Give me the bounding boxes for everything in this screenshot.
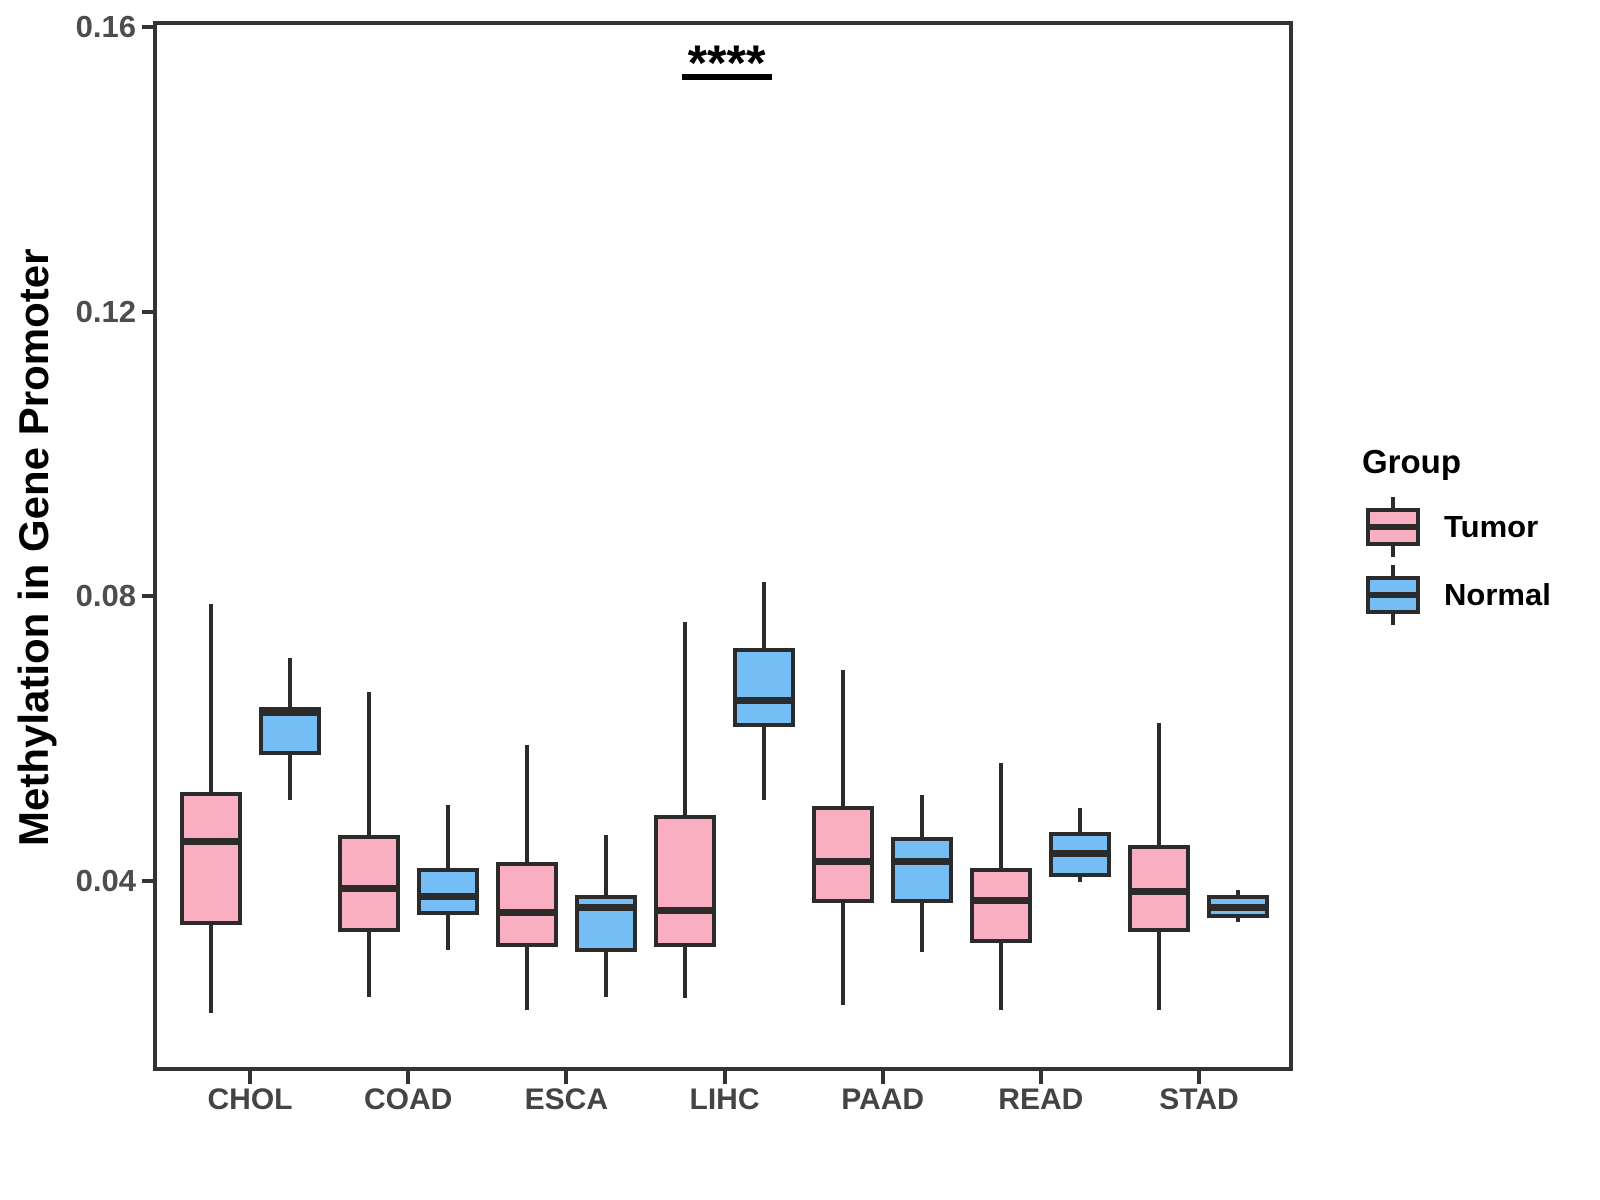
median-COAD-Tumor xyxy=(337,884,400,892)
x-axis-tick xyxy=(564,1071,569,1084)
swatch-median xyxy=(1366,524,1420,530)
x-axis-tick-label: LIHC xyxy=(689,1083,760,1116)
y-axis-tick-label: 0.16 xyxy=(75,9,136,45)
median-COAD-Normal xyxy=(416,893,479,901)
legend-label-normal: Normal xyxy=(1444,577,1551,612)
significance-stars: **** xyxy=(687,35,766,92)
median-ESCA-Normal xyxy=(574,903,637,911)
x-axis-tick-label: COAD xyxy=(364,1083,453,1116)
legend-item-normal: Normal xyxy=(1330,561,1600,629)
box-COAD-Tumor xyxy=(337,834,400,933)
box-LIHC-Tumor xyxy=(654,814,716,948)
box-READ-Tumor xyxy=(970,868,1033,943)
box-whisker-LIHC-Tumor xyxy=(683,622,687,999)
legend-item-tumor: Tumor xyxy=(1330,493,1600,561)
median-ESCA-Tumor xyxy=(495,908,558,916)
median-PAAD-Normal xyxy=(891,858,954,866)
x-axis-tick-label: READ xyxy=(998,1083,1084,1116)
x-axis-tick xyxy=(1038,1071,1043,1084)
normal-boxplot-swatch xyxy=(1366,565,1420,625)
box-PAAD-Normal xyxy=(891,836,954,904)
y-axis-tick xyxy=(142,594,155,599)
legend-label-tumor: Tumor xyxy=(1444,509,1539,544)
x-axis-tick-label: STAD xyxy=(1159,1083,1239,1116)
median-LIHC-Tumor xyxy=(654,906,716,914)
x-axis-tick-label: ESCA xyxy=(524,1083,608,1116)
x-axis-tick xyxy=(406,1071,411,1084)
x-axis-tick-label: PAAD xyxy=(841,1083,925,1116)
box-PAAD-Tumor xyxy=(812,806,875,904)
box-COAD-Normal xyxy=(416,868,479,916)
y-axis-tick xyxy=(142,309,155,314)
median-STAD-Tumor xyxy=(1128,888,1191,896)
significance-bar xyxy=(681,74,772,81)
median-LIHC-Normal xyxy=(733,696,795,704)
swatch-median xyxy=(1366,592,1420,598)
box-CHOL-Tumor xyxy=(179,792,242,926)
y-axis-title: Methylation in Gene Promoter xyxy=(10,248,57,846)
y-axis-tick-label: 0.12 xyxy=(75,293,136,329)
x-axis-tick xyxy=(248,1071,253,1084)
median-CHOL-Normal xyxy=(258,708,321,716)
median-READ-Normal xyxy=(1049,849,1112,857)
y-axis-tick-label: 0.04 xyxy=(75,863,136,899)
median-PAAD-Tumor xyxy=(812,857,875,865)
y-axis-tick-label: 0.08 xyxy=(75,578,136,614)
x-axis-tick xyxy=(1196,1071,1201,1084)
plot-panel xyxy=(153,21,1293,1071)
x-axis-tick xyxy=(722,1071,727,1084)
legend-title: Group xyxy=(1362,443,1461,480)
median-READ-Tumor xyxy=(970,896,1033,904)
x-axis-tick xyxy=(880,1071,885,1084)
tumor-boxplot-swatch xyxy=(1366,497,1420,557)
y-axis-tick xyxy=(142,879,155,884)
box-ESCA-Tumor xyxy=(495,861,558,948)
box-LIHC-Normal xyxy=(733,648,795,728)
median-STAD-Normal xyxy=(1207,903,1270,911)
legend: Group Tumor Normal xyxy=(1330,443,1600,629)
x-axis-tick-label: CHOL xyxy=(207,1083,293,1116)
median-CHOL-Tumor xyxy=(179,838,242,846)
y-axis-tick xyxy=(142,25,155,30)
